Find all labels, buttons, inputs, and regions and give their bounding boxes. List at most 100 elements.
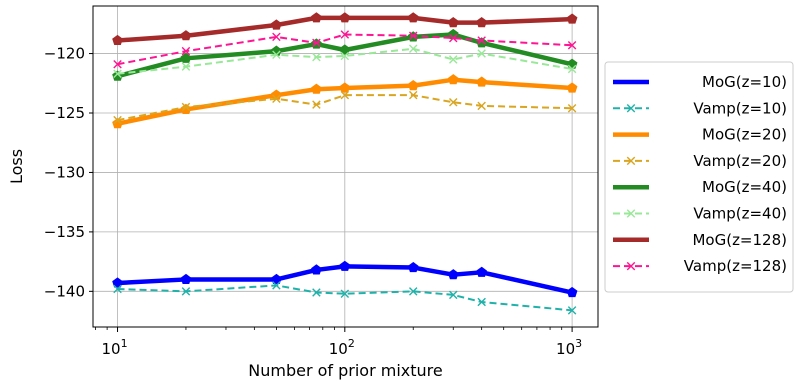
series-line	[117, 94, 573, 122]
data-point	[271, 273, 282, 284]
y-tick-label: −135	[44, 223, 85, 241]
data-point	[312, 100, 321, 109]
data-point	[311, 83, 322, 94]
data-point	[311, 264, 322, 275]
data-point	[447, 17, 459, 28]
data-point	[566, 286, 578, 298]
series-mog-z-128	[112, 12, 578, 46]
legend: MoG(z=10) Vamp(z=10) MoG(z=20) Vamp(z=20) Mo…	[604, 61, 794, 293]
data-point	[476, 17, 487, 28]
data-point	[447, 269, 459, 280]
legend-item: Vamp(z=10)	[613, 99, 787, 117]
legend-label: MoG(z=40)	[702, 178, 787, 196]
data-point	[449, 55, 458, 64]
data-point	[312, 288, 321, 297]
legend-label: Vamp(z=10)	[693, 99, 787, 117]
data-point	[180, 103, 192, 114]
data-point	[447, 74, 459, 85]
data-point	[408, 31, 418, 40]
data-point	[566, 13, 578, 24]
legend-label: MoG(z=10)	[702, 73, 787, 91]
data-point	[339, 260, 351, 271]
data-point	[449, 33, 458, 43]
legend-item: MoG(z=40)	[613, 178, 787, 196]
legend-label: Vamp(z=40)	[693, 205, 787, 223]
data-point	[181, 62, 191, 71]
y-tick-label: −120	[44, 45, 85, 63]
x-tick-exponent: 2	[348, 337, 355, 350]
series-vamp-z-20	[113, 90, 577, 125]
data-point	[567, 40, 577, 50]
series-vamp-z-10	[113, 281, 577, 315]
data-point	[567, 103, 577, 113]
legend-item: MoG(z=128)	[613, 231, 787, 249]
data-point	[566, 58, 578, 69]
legend-item: MoG(z=20)	[613, 126, 787, 144]
data-point	[339, 12, 351, 23]
data-point	[476, 266, 487, 277]
series-mog-z-10	[112, 260, 578, 298]
data-point	[180, 30, 192, 41]
data-point	[566, 82, 578, 93]
data-point	[113, 69, 122, 79]
data-point	[626, 209, 636, 218]
data-point	[311, 12, 322, 23]
legend-box	[604, 61, 794, 293]
legend-label: MoG(z=128)	[692, 231, 787, 249]
data-point	[112, 118, 123, 129]
data-point	[340, 51, 350, 61]
data-point	[407, 12, 419, 23]
data-point	[408, 90, 418, 100]
data-point	[272, 50, 281, 59]
data-point	[626, 104, 636, 113]
data-point	[272, 281, 281, 290]
data-point	[113, 115, 122, 125]
data-point	[477, 36, 486, 45]
y-axis-label: Loss	[7, 149, 26, 184]
x-tick-exponent: 3	[575, 337, 582, 350]
data-point	[339, 82, 351, 93]
legend-item: Vamp(z=20)	[613, 152, 787, 170]
data-point	[626, 156, 636, 166]
data-point	[312, 52, 321, 62]
data-point	[407, 80, 419, 91]
legend-item: Vamp(z=128)	[613, 257, 787, 275]
data-point	[449, 98, 458, 107]
data-point	[408, 44, 418, 54]
data-point	[181, 287, 191, 296]
data-point	[449, 290, 458, 300]
data-point	[567, 64, 577, 74]
data-point	[476, 76, 487, 87]
data-point	[340, 30, 350, 39]
data-point	[181, 46, 191, 56]
x-tick-base: 10	[556, 340, 575, 358]
data-point	[407, 261, 419, 273]
y-tick-label: −140	[44, 282, 85, 300]
x-tick-label: 101	[101, 337, 127, 358]
data-point	[339, 44, 351, 55]
data-point	[112, 34, 123, 46]
plot-area-frame	[92, 5, 599, 328]
legend-item: MoG(z=10)	[613, 73, 787, 91]
x-tick-base: 10	[329, 340, 348, 358]
series-vamp-z-128	[113, 30, 577, 69]
data-point	[567, 306, 577, 315]
data-point	[180, 52, 192, 63]
data-point	[408, 287, 418, 296]
data-point	[312, 38, 321, 48]
legend-label: MoG(z=20)	[702, 126, 787, 144]
legend-label: Vamp(z=20)	[693, 152, 787, 170]
data-point	[477, 101, 486, 111]
data-point	[113, 60, 122, 69]
series-line	[117, 284, 573, 312]
series-line	[117, 47, 573, 75]
legend-label: Vamp(z=128)	[684, 257, 787, 275]
data-point	[340, 90, 350, 100]
y-tick-label: −130	[44, 163, 85, 181]
x-tick-base: 10	[101, 340, 120, 358]
data-point	[113, 284, 122, 294]
data-point	[272, 94, 281, 103]
data-point	[340, 289, 350, 298]
